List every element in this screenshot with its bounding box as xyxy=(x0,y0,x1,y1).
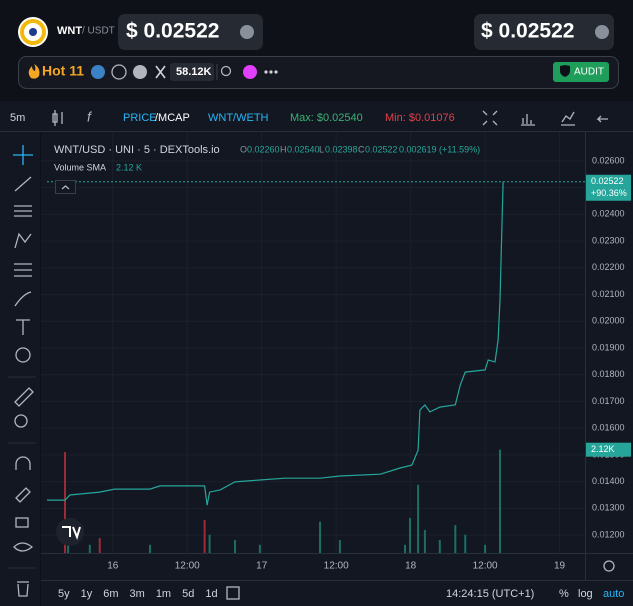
price-right: $ 0.02522 xyxy=(481,20,574,43)
collapse-button[interactable] xyxy=(56,181,76,194)
range-button[interactable]: 1y xyxy=(81,588,93,600)
legend-high: 0.02540 xyxy=(287,144,320,154)
x-tick-label: 12:00 xyxy=(473,561,498,572)
info-bar xyxy=(19,57,619,89)
volume-bar xyxy=(499,450,501,553)
range-button[interactable]: 3m xyxy=(130,588,145,600)
max-price: Max: $0.02540 xyxy=(290,112,363,124)
x-tick-label: 12:00 xyxy=(324,561,349,572)
y-tick-label: 0.01400 xyxy=(592,476,625,486)
volume-sma-value: 2.12 K xyxy=(116,162,142,172)
token-symbol: WNT xyxy=(57,25,82,37)
volume-bar xyxy=(404,545,406,553)
volume-bar xyxy=(99,538,101,553)
chart-bg xyxy=(41,132,633,580)
x-tick-label: 19 xyxy=(554,561,566,572)
y-tick-label: 0.01300 xyxy=(592,503,625,513)
volume-bar xyxy=(424,530,426,553)
legend-low: 0.02398 xyxy=(325,144,358,154)
volume-bar xyxy=(319,522,321,553)
y-tick-label: 0.02600 xyxy=(592,155,625,165)
volume-bar xyxy=(339,540,341,553)
y-tick-label: 0.01700 xyxy=(592,396,625,406)
volume-bar xyxy=(89,545,91,553)
volume-bar xyxy=(409,518,411,553)
volume-bar xyxy=(234,540,236,553)
icon-app[interactable] xyxy=(243,65,257,79)
legend-o-label: O xyxy=(240,144,247,154)
range-button[interactable]: 6m xyxy=(103,588,118,600)
pair-toggle[interactable]: WNT/WETH xyxy=(208,112,269,124)
price: $ 0.02522 xyxy=(126,20,219,43)
legend-c-label: C xyxy=(358,144,365,154)
dot xyxy=(269,70,272,73)
clock: 14:24:15 (UTC+1) xyxy=(446,588,534,600)
y-tick-label: 0.02200 xyxy=(592,262,625,272)
volume-bar xyxy=(439,540,441,553)
y-tick-label: 0.01600 xyxy=(592,423,625,433)
x-tick-label: 17 xyxy=(256,561,268,572)
y-tick-label: 0.02300 xyxy=(592,235,625,245)
legend-symbol: WNT/USD · UNI · 5 · DEXTools.io xyxy=(54,144,220,156)
legend-h-label: H xyxy=(280,144,287,154)
legend-open: 0.02260 xyxy=(247,144,280,154)
range-button[interactable]: 1d xyxy=(205,588,217,600)
volume-bar xyxy=(209,535,211,553)
last-price-label: 0.02522 xyxy=(591,176,624,186)
volume-bar xyxy=(417,485,419,553)
volume-bar xyxy=(464,535,466,553)
volume-bar xyxy=(204,520,206,553)
legend-l-label: L xyxy=(319,144,324,154)
auto-toggle[interactable]: auto xyxy=(603,588,624,600)
volume-bar xyxy=(259,545,261,553)
legend-close: 0.02522 xyxy=(365,144,398,154)
volume-bar xyxy=(454,525,456,553)
range-buttons: 5y 1y 6m 3m 1m 5d 1d xyxy=(58,588,218,600)
x-tick-label: 16 xyxy=(107,561,119,572)
followers[interactable]: 58.12K xyxy=(176,66,212,78)
page: {"header": {"token": "WNT", "quote": "/ … xyxy=(0,0,633,606)
last-price-change: +90.36% xyxy=(591,188,627,198)
info-icon[interactable] xyxy=(240,25,254,39)
y-tick-label: 0.01800 xyxy=(592,369,625,379)
range-button[interactable]: 5d xyxy=(182,588,194,600)
token-logo-core xyxy=(29,28,37,36)
hot-rank[interactable]: Hot 11 xyxy=(42,63,84,79)
info-icon[interactable] xyxy=(595,25,609,39)
volume-sma-label: Volume SMA xyxy=(54,162,106,172)
audit-label[interactable]: AUDIT xyxy=(574,67,604,78)
legend-change: 0.002619 (+11.59%) xyxy=(399,144,480,154)
y-tick-label: 0.01900 xyxy=(592,342,625,352)
volume-badge-label: 2.12K xyxy=(591,444,615,454)
icon-site[interactable] xyxy=(91,65,105,79)
price-toggle[interactable]: PRICE xyxy=(123,112,157,124)
icon-telegram[interactable] xyxy=(133,65,147,79)
interval[interactable]: 5m xyxy=(10,112,25,124)
range-button[interactable]: 5y xyxy=(58,588,70,600)
dot xyxy=(264,70,267,73)
log-toggle[interactable]: log xyxy=(578,588,593,600)
volume-bar xyxy=(149,545,151,553)
x-tick-label: 12:00 xyxy=(175,561,200,572)
percent-toggle[interactable]: % xyxy=(559,588,569,600)
screen: WNT / USDT $ 0.02522 $ 0.02522 Hot 11 58… xyxy=(0,0,633,606)
y-tick-label: 0.02100 xyxy=(592,289,625,299)
quote-symbol: / USDT xyxy=(82,26,115,37)
volume-bar xyxy=(484,545,486,553)
x-tick-label: 18 xyxy=(405,561,417,572)
tools-bg xyxy=(0,132,40,606)
mcap-toggle[interactable]: /MCAP xyxy=(155,112,190,124)
y-tick-label: 0.01200 xyxy=(592,529,625,539)
y-tick-label: 0.02400 xyxy=(592,209,625,219)
y-tick-label: 0.02000 xyxy=(592,316,625,326)
min-price: Min: $0.01076 xyxy=(385,112,455,124)
range-button[interactable]: 1m xyxy=(156,588,171,600)
dot xyxy=(274,70,277,73)
